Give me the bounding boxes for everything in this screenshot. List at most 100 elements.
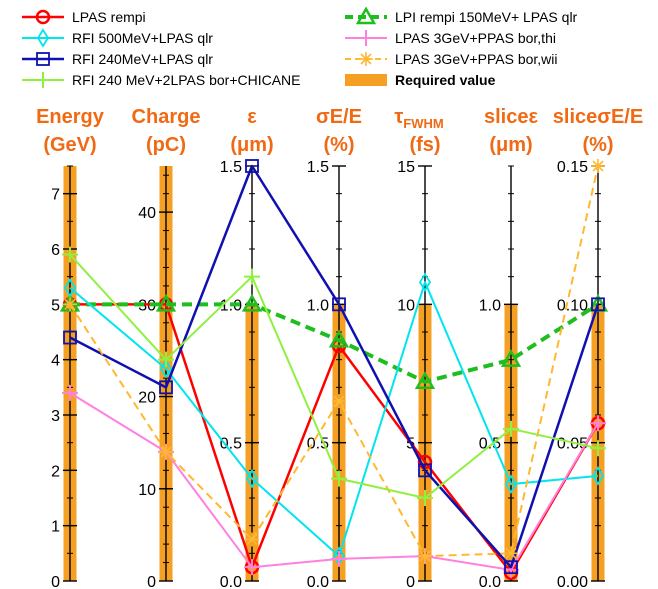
series-point [590,440,606,457]
tick-label-charge: 20 [138,390,156,407]
legend-label: LPAS 3GeV+PPAS bor,wii [395,51,558,67]
series-point [62,246,78,263]
tick-label-duration: 10 [397,297,415,314]
axis-unit-energy: (GeV) [43,134,96,156]
axis-unit-energy_spread: (%) [323,134,354,156]
series-point [245,159,259,173]
legend-marker [35,9,51,25]
tick-label-slice_energy_spread: 0.00 [557,574,588,589]
legend-label: RFI 500MeV+LPAS qlr [72,30,213,46]
tick-label-duration: 15 [397,159,415,176]
tick-label-charge: 40 [138,205,156,222]
axis-title-energy: Energy [36,106,105,128]
tick-label-energy: 2 [51,463,60,480]
series-point [503,420,519,437]
tick-label-energy: 3 [51,408,60,425]
series-point [591,466,605,486]
series-point [241,293,263,312]
series-point [331,470,347,487]
series-point [159,359,173,379]
series-point [504,474,518,494]
tick-label-slice_emittance: 1.0 [479,297,501,314]
legend-marker [36,52,50,66]
axis-title-emittance: ε [247,106,257,128]
tick-label-slice_energy_spread: 0.10 [557,297,588,314]
series-point [155,293,177,312]
series-point [328,329,350,348]
series-point [244,268,260,285]
axis-title-duration: τFWHM [394,106,443,131]
legend: LPAS rempi RFI 500MeV+LPAS qlr RFI 240MeV+… [22,6,578,88]
series-5 [63,159,605,564]
series-point [159,444,173,459]
tick-label-slice_energy_spread: 0.15 [557,159,588,176]
series-point [244,559,260,576]
tick-label-energy: 0 [51,574,60,589]
tick-label-energy_spread: 1.0 [307,297,329,314]
legend-marker [36,28,50,48]
series-point [245,532,259,547]
legend-marker [35,72,51,88]
series-point [504,546,518,561]
series-point [591,159,605,173]
series-line [70,302,600,384]
legend-item: Required value [345,72,496,88]
axis-titles: Energy (GeV) Charge (pC) ε (μm) σE/E (%) τFWHM (f… [36,106,643,156]
legend-marker [358,30,374,46]
tick-label-duration: 0 [406,574,415,589]
series-6 [62,246,606,506]
axis-title-energy_spread: σE/E [316,106,362,128]
legend-label: LPI rempi 150MeV+ LPAS qlr [395,9,578,25]
series-4 [63,159,605,575]
tick-label-energy: 5 [51,297,60,314]
series-point [590,415,606,432]
tick-label-energy: 6 [51,242,60,259]
tick-label-energy: 1 [51,519,60,536]
series-point [63,278,77,298]
tick-label-charge: 0 [147,574,156,589]
series-point [331,550,347,567]
series-point [500,349,522,367]
tick-label-energy_spread: 1.5 [307,159,329,176]
axis-title-slice_emittance: sliceε [484,106,538,128]
series-point [62,384,78,401]
tick-label-energy_spread: 0.0 [307,574,329,589]
legend-label: RFI 240 MeV+2LPAS bor+CHICANE [72,72,301,88]
tick-label-energy: 4 [51,353,60,370]
axis-unit-charge: (pC) [146,134,186,156]
legend-item: RFI 500MeV+LPAS qlr [22,28,213,48]
tick-label-charge: 10 [138,482,156,499]
axis-title-slice_energy_spread: sliceσE/E [553,106,643,128]
axis-title-charge: Charge [132,106,201,128]
series-point [418,272,432,292]
series-point [417,490,433,506]
required-value-bars [63,166,605,581]
series-point [245,468,259,489]
legend-marker [359,52,373,66]
axis-unit-slice_energy_spread: (%) [582,134,613,156]
tick-label-energy: 7 [51,187,60,204]
legend-label: RFI 240MeV+LPAS qlr [72,51,213,67]
series-line [69,164,600,569]
legend-marker [355,6,377,25]
series-point [63,297,77,312]
axis-unit-emittance: (μm) [230,134,273,156]
legend-item: RFI 240 MeV+2LPAS bor+CHICANE [22,72,301,88]
tick-label-slice_emittance: 0.0 [479,574,501,589]
series-point [159,380,173,395]
legend-swatch [345,74,387,86]
legend-item: RFI 240MeV+LPAS qlr [22,51,213,67]
series-point [63,330,77,345]
legend-item: LPI rempi 150MeV+ LPAS qlr [345,6,578,25]
legend-label: LPAS 3GeV+PPAS bor,thi [395,30,556,46]
legend-item: LPAS 3GeV+PPAS bor,wii [345,51,558,67]
axis-unit-duration: (fs) [409,134,440,156]
axis-unit-slice_emittance: (μm) [489,134,532,156]
tick-label-charge: 30 [138,297,156,314]
series-point [414,371,436,390]
legend-label: Required value [395,72,496,88]
tick-label-emittance: 1.5 [220,159,242,176]
series-point [332,297,346,312]
